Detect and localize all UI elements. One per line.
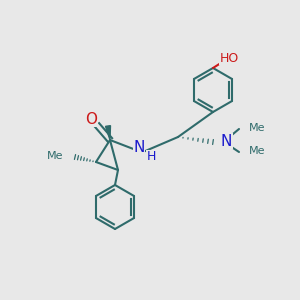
Text: Me: Me — [249, 146, 266, 156]
Polygon shape — [106, 126, 110, 140]
Text: Me: Me — [249, 123, 266, 133]
Text: Me: Me — [46, 151, 63, 161]
Text: N: N — [133, 140, 145, 154]
Text: N: N — [221, 134, 232, 148]
Text: H: H — [146, 151, 156, 164]
Text: O: O — [85, 112, 97, 127]
Text: HO: HO — [219, 52, 238, 64]
